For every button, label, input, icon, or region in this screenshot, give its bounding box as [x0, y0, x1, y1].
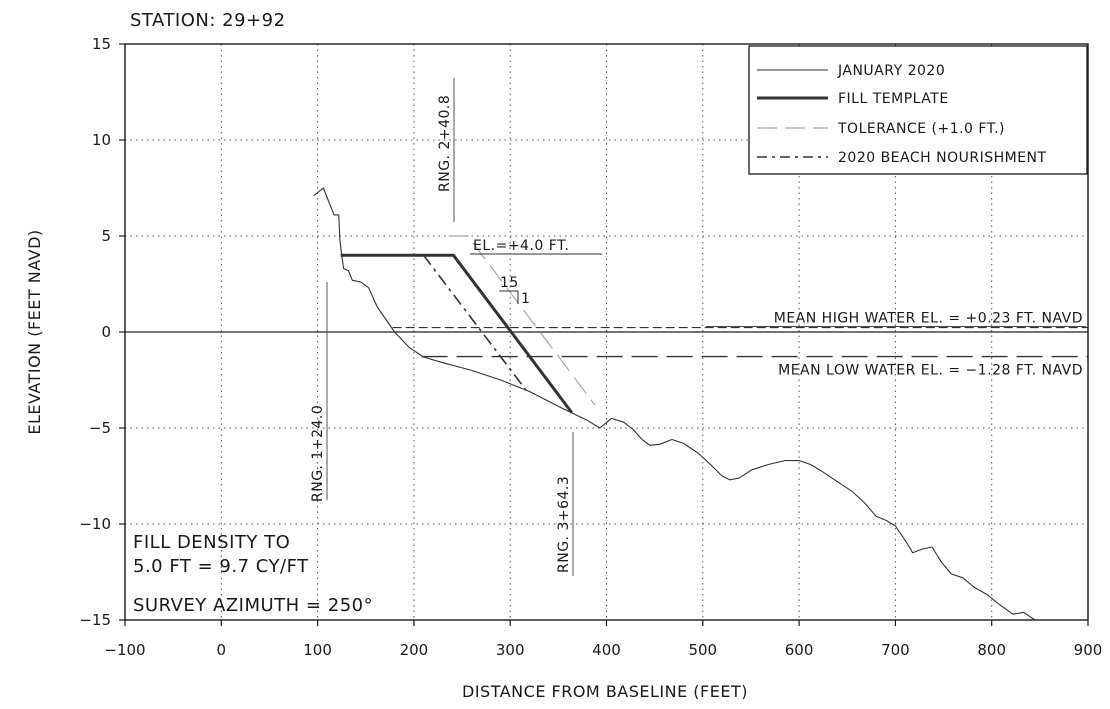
x-tick-label: 300 [496, 641, 525, 659]
reference-lines: MEAN HIGH WATER EL. = +0.23 FT. NAVD MEAN… [392, 311, 1088, 379]
axis-ticks: −100 0 100 200 300 400 500 600 700 800 900−15−10−5… [79, 35, 1102, 659]
x-tick-label: 600 [785, 641, 814, 659]
range-marker-right: RNG. 3+64.3 [556, 432, 574, 576]
series-line-fill-template [340, 253, 573, 414]
series-line-january-2020 [313, 187, 1036, 621]
slope-run-label: 15 [500, 275, 519, 291]
range-label-right: RNG. 3+64.3 [556, 476, 572, 573]
y-tick-label: −15 [79, 611, 111, 629]
plot-frame [124, 43, 1089, 621]
slope-rise-label: 1 [521, 291, 530, 307]
chart-title: STATION: 29+92 [130, 10, 286, 31]
x-tick-label: 800 [977, 641, 1006, 659]
x-tick-label: 900 [1074, 641, 1103, 659]
range-marker-left: RNG. 1+24.0 [310, 282, 328, 502]
y-axis-label: ELEVATION (FEET NAVD) [25, 229, 44, 434]
el-label: EL.=+4.0 FT. [473, 238, 569, 254]
x-tick-label: 700 [881, 641, 910, 659]
x-tick-label: 100 [303, 641, 332, 659]
survey-azimuth: SURVEY AZIMUTH = 250° [133, 595, 373, 616]
range-label-mid: RNG. 2+40.8 [437, 95, 453, 192]
x-tick-label: 400 [592, 641, 621, 659]
x-tick-label: −100 [104, 641, 145, 659]
y-tick-label: 10 [92, 131, 111, 149]
y-tick-label: 5 [101, 227, 111, 245]
series-lines [313, 187, 1036, 621]
reference-line-label: MEAN HIGH WATER EL. = +0.23 FT. NAVD [774, 311, 1083, 327]
x-tick-label: 500 [688, 641, 717, 659]
legend: JANUARY 2020 FILL TEMPLATE TOLERANCE (+1… [748, 45, 1088, 175]
x-tick-label: 0 [217, 641, 227, 659]
fill-density-line1: FILL DENSITY TO [133, 532, 290, 553]
reference-line-label: MEAN LOW WATER EL. = −1.28 FT. NAVD [778, 363, 1083, 379]
y-tick-label: 0 [101, 323, 111, 341]
range-marker-mid: RNG. 2+40.8 [437, 78, 455, 222]
y-tick-label: −10 [79, 515, 111, 533]
legend-label-january: JANUARY 2020 [837, 63, 945, 79]
y-tick-label: 15 [92, 35, 111, 53]
legend-box [748, 45, 1088, 175]
y-tick-label: −5 [89, 419, 111, 437]
legend-label-tolerance: TOLERANCE (+1.0 FT.) [837, 121, 1005, 137]
x-tick-label: 200 [400, 641, 429, 659]
range-label-left: RNG. 1+24.0 [310, 405, 326, 502]
grid [125, 44, 1088, 620]
series-line-2020-beach-nourishment [422, 254, 530, 394]
series-line-tolerance-1-0-ft [448, 235, 596, 406]
fill-density-line2: 5.0 FT = 9.7 CY/FT [133, 556, 309, 577]
slope-indicator: 15 1 [499, 275, 530, 307]
legend-label-nourishment: 2020 BEACH NOURISHMENT [838, 150, 1047, 166]
x-axis-label: DISTANCE FROM BASELINE (FEET) [462, 682, 748, 701]
legend-label-fill-template: FILL TEMPLATE [838, 91, 949, 107]
